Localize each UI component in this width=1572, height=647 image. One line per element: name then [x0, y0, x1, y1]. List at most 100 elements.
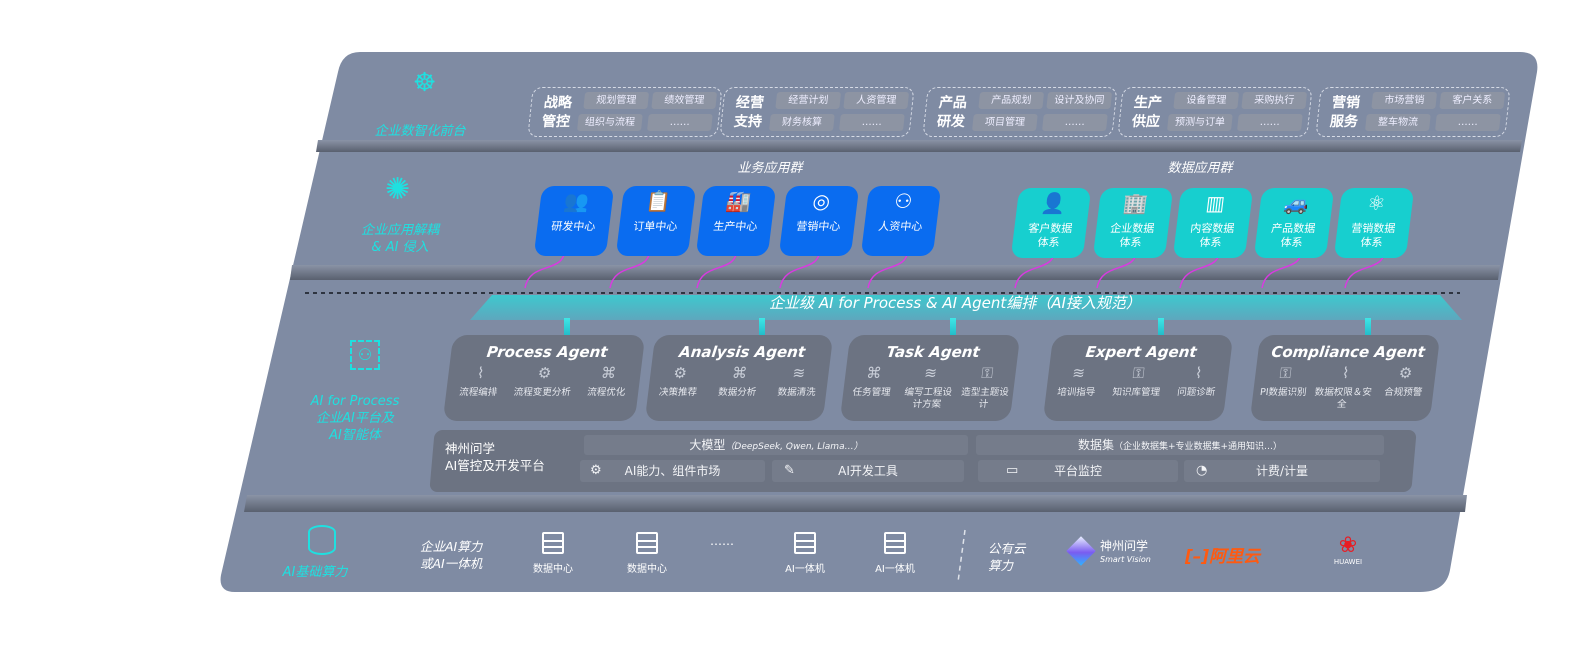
- agent-capability[interactable]: ⌇ 流程编排: [447, 364, 511, 399]
- agent-card-analysis-agent[interactable]: Analysis Agent ⚙ 决策推荐 ⌘ 数据分析 ≋ 数据清洗: [644, 335, 834, 421]
- group-item[interactable]: 组织与流程: [577, 114, 643, 131]
- agent-capability[interactable]: ⚿ 造型主题设计: [954, 364, 1016, 411]
- group-item[interactable]: 整车物流: [1365, 114, 1431, 131]
- group-item[interactable]: 规划管理: [583, 92, 650, 109]
- data-app-card[interactable]: ⚛ 营销数据体系: [1333, 188, 1415, 258]
- agent-card-expert-agent[interactable]: Expert Agent ≋ 培训指导 ⚿ 知识库管理 ⌇ 问题诊断: [1042, 335, 1234, 421]
- label-line: 公有云: [988, 541, 1026, 556]
- capability-icon: ⌇: [1340, 364, 1351, 382]
- brain-icon: ☸: [413, 68, 437, 98]
- agent-capability[interactable]: ⚿ PI数据识别: [1251, 364, 1316, 411]
- agent-capability[interactable]: ⚙ 合规预警: [1371, 364, 1436, 411]
- tool-label: AI开发工具: [838, 464, 898, 478]
- server-data-center: 数据中心: [523, 532, 583, 575]
- data-app-card[interactable]: 👤 客户数据体系: [1010, 188, 1092, 258]
- capability-label: 合规预警: [1383, 387, 1423, 398]
- platform-title-line: 神州问学: [445, 441, 496, 456]
- group-item[interactable]: 人资管理: [843, 92, 910, 109]
- dataset-label: 数据集: [1077, 438, 1114, 452]
- component-market[interactable]: ⚙ AI能力、组件市场: [580, 460, 765, 482]
- data-app-card[interactable]: 🚙 产品数据体系: [1253, 188, 1335, 258]
- molecule-icon: ✺: [385, 172, 411, 207]
- agent-capability[interactable]: ≋ 培训指导: [1045, 364, 1109, 399]
- compute-layer-label: AI基础算力: [282, 565, 348, 580]
- building-icon: 🏢: [1121, 191, 1150, 215]
- agent-capability[interactable]: ⚙ 流程变更分析: [511, 364, 575, 399]
- group-item: ……: [1042, 114, 1108, 131]
- agent-capability[interactable]: ⌘ 数据分析: [707, 364, 770, 399]
- group-title: 战略管控: [541, 95, 573, 130]
- card-label: 产品数据体系: [1270, 222, 1317, 249]
- huawei-petal-icon: ❀: [1338, 533, 1358, 558]
- data-app-card[interactable]: ▥ 内容数据体系: [1172, 188, 1254, 258]
- agent-card-compliance-agent[interactable]: Compliance Agent ⚿ PI数据识别 ⌇ 数据权限＆安全 ⚙ 合规预警: [1249, 335, 1441, 421]
- ellipsis: ……: [710, 534, 734, 548]
- data-app-card[interactable]: 🏢 企业数据体系: [1092, 188, 1174, 258]
- group-item[interactable]: 设备管理: [1173, 92, 1240, 109]
- group-item: ……: [647, 114, 713, 131]
- agent-capability[interactable]: ≋ 编写工程设计方案: [898, 364, 960, 411]
- agent-capabilities: ⚙ 决策推荐 ⌘ 数据分析 ≋ 数据清洗: [647, 364, 829, 399]
- tool-label: 平台监控: [1053, 464, 1102, 478]
- capability-icon: ≋: [1071, 364, 1087, 382]
- business-app-card[interactable]: ◎ 营销中心: [778, 186, 860, 256]
- server-label: AI一体机: [875, 564, 915, 575]
- private-compute-label: 企业AI算力 或AI一体机: [420, 538, 482, 572]
- group-item[interactable]: 绩效管理: [651, 92, 718, 109]
- platform-monitoring[interactable]: ▭ 平台监控: [978, 460, 1178, 482]
- agent-capability[interactable]: ≋ 数据清洗: [766, 364, 829, 399]
- group-item[interactable]: 设计及协同: [1046, 92, 1113, 109]
- business-app-card[interactable]: ⚇ 人资中心: [860, 186, 942, 256]
- ai-dev-tools[interactable]: ✎ AI开发工具: [772, 460, 964, 482]
- agent-capability[interactable]: ⌇ 问题诊断: [1165, 364, 1229, 399]
- label-line: 企业AI平台及: [316, 411, 394, 426]
- capability-label: 数据清洗: [776, 387, 817, 398]
- label-line: 算力: [988, 558, 1014, 573]
- bidirectional-arrow-icon: [759, 318, 765, 338]
- group-item[interactable]: 财务核算: [769, 114, 835, 131]
- agent-capability[interactable]: ⌇ 数据权限＆安全: [1311, 364, 1376, 411]
- group-item[interactable]: 市场营销: [1371, 92, 1438, 109]
- group-item[interactable]: 经营计划: [775, 92, 842, 109]
- server-icon: [794, 532, 816, 554]
- smart-vision-logo: 神州问学 Smart Vision: [1100, 540, 1151, 566]
- agent-capability[interactable]: ⌘ 任务管理: [841, 364, 903, 411]
- agent-title: Process Agent: [485, 343, 609, 361]
- group-item[interactable]: 产品规划: [978, 92, 1045, 109]
- agent-card-task-agent[interactable]: Task Agent ⌘ 任务管理 ≋ 编写工程设计方案 ⚿ 造型主题设计: [839, 335, 1021, 421]
- capability-label: 流程变更分析: [513, 387, 572, 398]
- server-icon: [542, 532, 564, 554]
- business-app-card[interactable]: 📋 订单中心: [615, 186, 697, 256]
- bidirectional-arrow-icon: [950, 318, 956, 338]
- vendor-name: HUAWEI: [1333, 558, 1363, 566]
- agent-capability[interactable]: ⌘ 流程优化: [575, 364, 639, 399]
- group-4: 生产供应 设备管理 采购执行 预测与订单……: [1117, 87, 1313, 137]
- capability-label: 流程编排: [458, 387, 498, 398]
- agent-capability[interactable]: ⚿ 知识库管理: [1105, 364, 1169, 399]
- agent-capabilities: ≋ 培训指导 ⚿ 知识库管理 ⌇ 问题诊断: [1045, 364, 1229, 399]
- group-item[interactable]: 预测与订单: [1167, 114, 1233, 131]
- group-item[interactable]: 客户关系: [1439, 92, 1506, 109]
- group-item: ……: [1435, 114, 1501, 131]
- aliyun-bracket-icon: [–]: [1185, 547, 1210, 567]
- group-1: 战略管控 规划管理 绩效管理 组织与流程……: [527, 87, 723, 137]
- business-app-card[interactable]: 🏭 生产中心: [695, 186, 777, 256]
- business-app-card[interactable]: 👥 研发中心: [533, 186, 615, 256]
- capability-icon: ⚿: [1131, 364, 1146, 382]
- dataset-note: （企业数据集+专业数据集+通用知识…）: [1113, 442, 1283, 452]
- server-ai-appliance: AI一体机: [865, 532, 925, 575]
- agent-capabilities: ⌘ 任务管理 ≋ 编写工程设计方案 ⚿ 造型主题设计: [841, 364, 1016, 411]
- billing-metering[interactable]: ◔ 计费/计量: [1184, 460, 1380, 482]
- agent-title: Compliance Agent: [1270, 343, 1427, 361]
- group-item[interactable]: 项目管理: [972, 114, 1038, 131]
- agent-card-process-agent[interactable]: Process Agent ⌇ 流程编排 ⚙ 流程变更分析 ⌘ 流程优化: [442, 335, 646, 421]
- capability-label: 数据权限＆安全: [1314, 387, 1373, 410]
- group-item[interactable]: 采购执行: [1241, 92, 1308, 109]
- agent-capability[interactable]: ⚙ 决策推荐: [647, 364, 710, 399]
- user-icon: 👤: [1039, 191, 1068, 215]
- capability-icon: ≋: [923, 364, 939, 382]
- capability-icon: ≋: [791, 364, 807, 382]
- capability-icon: ⚙: [672, 364, 689, 382]
- card-label: 研发中心: [550, 220, 597, 233]
- apps-layer-label: 企业应用解耦 & AI 侵入: [360, 223, 439, 255]
